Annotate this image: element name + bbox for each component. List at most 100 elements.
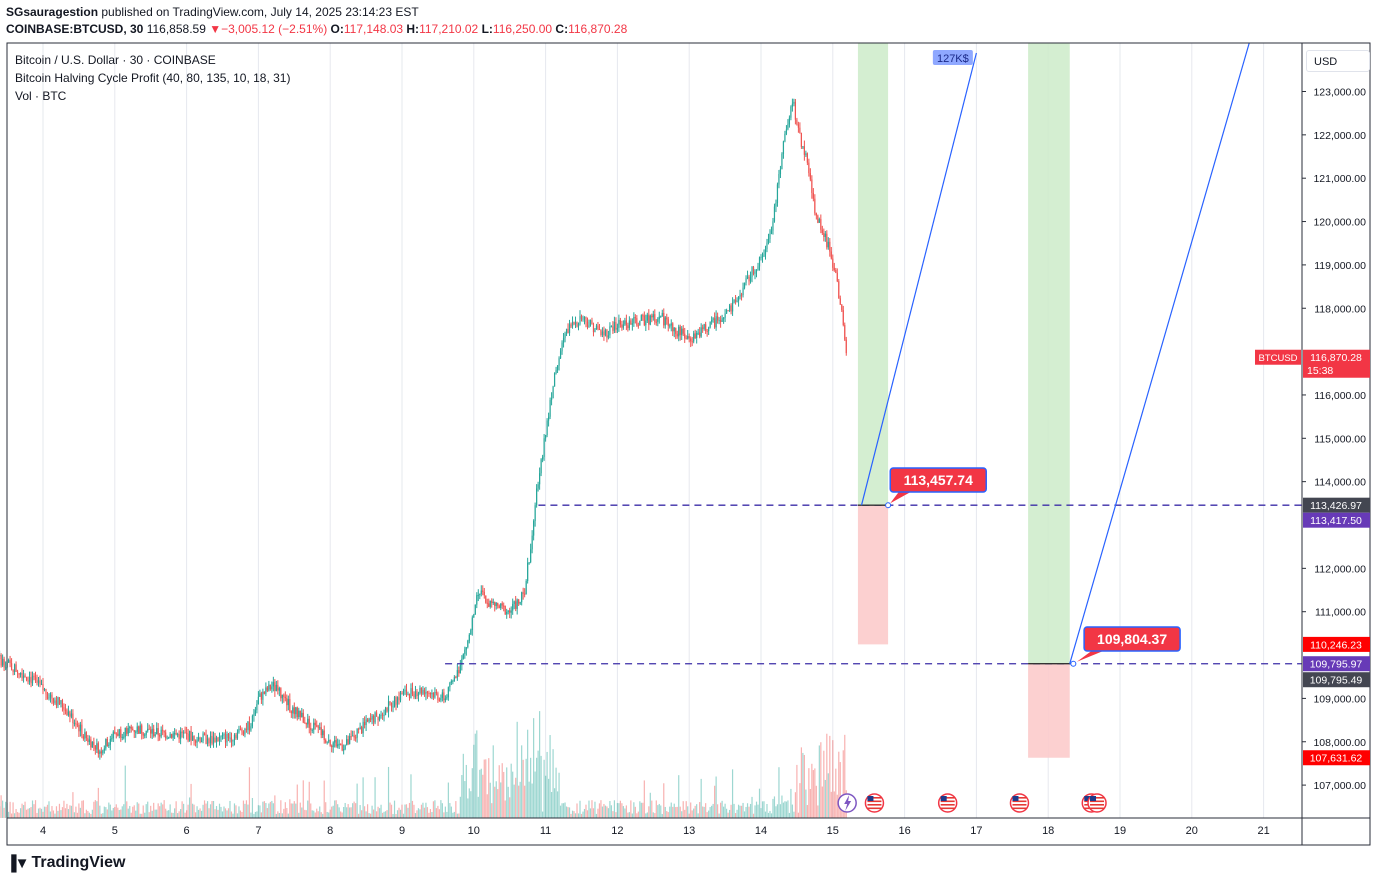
volume-bar <box>606 806 608 818</box>
event-us-1[interactable] <box>864 793 885 813</box>
volume-bar <box>263 801 265 818</box>
volume-bar <box>721 800 723 818</box>
candle-body <box>453 677 455 681</box>
volume-bar <box>660 805 662 818</box>
volume-bar <box>485 759 487 818</box>
volume-bar <box>184 812 186 818</box>
candle-body <box>180 731 182 739</box>
volume-bar <box>248 767 251 818</box>
candle-body <box>12 669 14 673</box>
volume-bar <box>64 808 67 818</box>
price-callouts[interactable]: 127K$ 113,457.74 109,804.37 <box>889 50 1181 662</box>
volume-bar <box>699 802 701 818</box>
projection-line-1[interactable] <box>860 52 977 506</box>
volume-bar <box>108 802 110 818</box>
price-badge[interactable] <box>1303 497 1370 513</box>
candle-body <box>352 735 354 737</box>
volume-bar <box>724 803 726 818</box>
candle-body <box>138 726 140 734</box>
volume-bar <box>751 796 753 818</box>
candle-body <box>654 314 656 322</box>
volume-bar <box>746 803 749 818</box>
currency-selector[interactable]: USD <box>1306 50 1370 72</box>
volume-bar <box>700 778 702 818</box>
volume-bar <box>302 780 304 818</box>
volume-bar <box>815 785 817 818</box>
price-badge[interactable] <box>1303 750 1370 766</box>
price-badge[interactable] <box>1303 656 1370 672</box>
event-us-5[interactable] <box>1087 793 1107 813</box>
volume-bar <box>404 804 406 818</box>
candle-body <box>108 744 110 747</box>
volume-bar <box>148 812 150 818</box>
price-badge[interactable] <box>1303 636 1370 652</box>
candle-body <box>527 562 529 582</box>
volume-bar <box>764 811 767 818</box>
volume-bar <box>371 805 373 818</box>
volume-bar <box>115 804 117 818</box>
volume-bar <box>582 811 584 818</box>
volume-bar <box>407 807 409 818</box>
volume-bar <box>570 813 572 818</box>
volume-bar <box>221 811 224 818</box>
projection-line-2[interactable] <box>1069 42 1250 664</box>
candle-body <box>186 732 188 734</box>
volume-bar <box>45 806 47 818</box>
volume-bar <box>811 763 813 818</box>
indicator-legend[interactable]: Bitcoin Halving Cycle Profit (40, 80, 13… <box>15 71 291 85</box>
volume-bar <box>770 813 773 818</box>
candle-body <box>539 473 541 485</box>
volume-bar <box>386 810 388 818</box>
candle-body <box>725 310 728 314</box>
volume-bar <box>232 813 234 818</box>
volume-bar <box>235 805 237 818</box>
volume-bar <box>283 808 285 818</box>
candle-body <box>773 206 776 222</box>
candle-body <box>226 734 228 743</box>
candle-body <box>734 299 737 302</box>
event-us-2[interactable] <box>937 793 958 813</box>
candle-body <box>356 728 358 738</box>
candle-body <box>648 314 650 325</box>
callout-109804[interactable]: 109,804.37 <box>1076 626 1181 662</box>
price-badge[interactable] <box>1303 672 1370 688</box>
brand-name: TradingView <box>31 854 126 871</box>
volume-legend[interactable]: Vol · BTC <box>15 89 67 103</box>
economic-events[interactable] <box>837 793 1107 813</box>
volume-bar <box>366 804 369 818</box>
candle-body <box>248 721 251 731</box>
callout-113457[interactable]: 113,457.74 <box>889 467 987 504</box>
candle-body <box>459 664 461 674</box>
volume-bar <box>705 803 707 818</box>
drawing-lines[interactable] <box>445 42 1302 667</box>
volume-bar <box>618 803 620 818</box>
chart-title[interactable]: Bitcoin / U.S. Dollar · 30 · COINBASE <box>15 53 216 67</box>
candle-body <box>547 416 550 421</box>
tradingview-logo[interactable]: ▐▼ TradingView <box>6 854 125 872</box>
lightning-icon[interactable] <box>837 793 857 813</box>
volume-bar <box>465 764 467 818</box>
volume-bar <box>652 812 654 818</box>
author-name[interactable]: SGsauragestion <box>6 5 99 19</box>
candle-body <box>150 729 152 734</box>
volume-bar <box>678 775 680 818</box>
volume-bar <box>519 781 521 818</box>
volume-bar <box>75 806 77 818</box>
candle-body <box>257 696 259 705</box>
candle-body <box>820 219 822 230</box>
volume-bar <box>458 813 460 818</box>
candle-body <box>232 739 234 742</box>
candle-body <box>328 740 330 742</box>
candle-body <box>407 693 409 695</box>
price-badge[interactable] <box>1303 349 1370 378</box>
price-badge[interactable] <box>1303 512 1370 528</box>
candle-body <box>19 672 22 675</box>
volume-bar <box>111 810 113 818</box>
volume-bar <box>456 813 458 818</box>
candle-body <box>785 129 788 134</box>
candle-body <box>512 603 514 611</box>
volume-bar <box>687 806 689 818</box>
event-us-3[interactable] <box>1009 793 1030 813</box>
price-badge-sub: 15:38 <box>1307 365 1333 377</box>
